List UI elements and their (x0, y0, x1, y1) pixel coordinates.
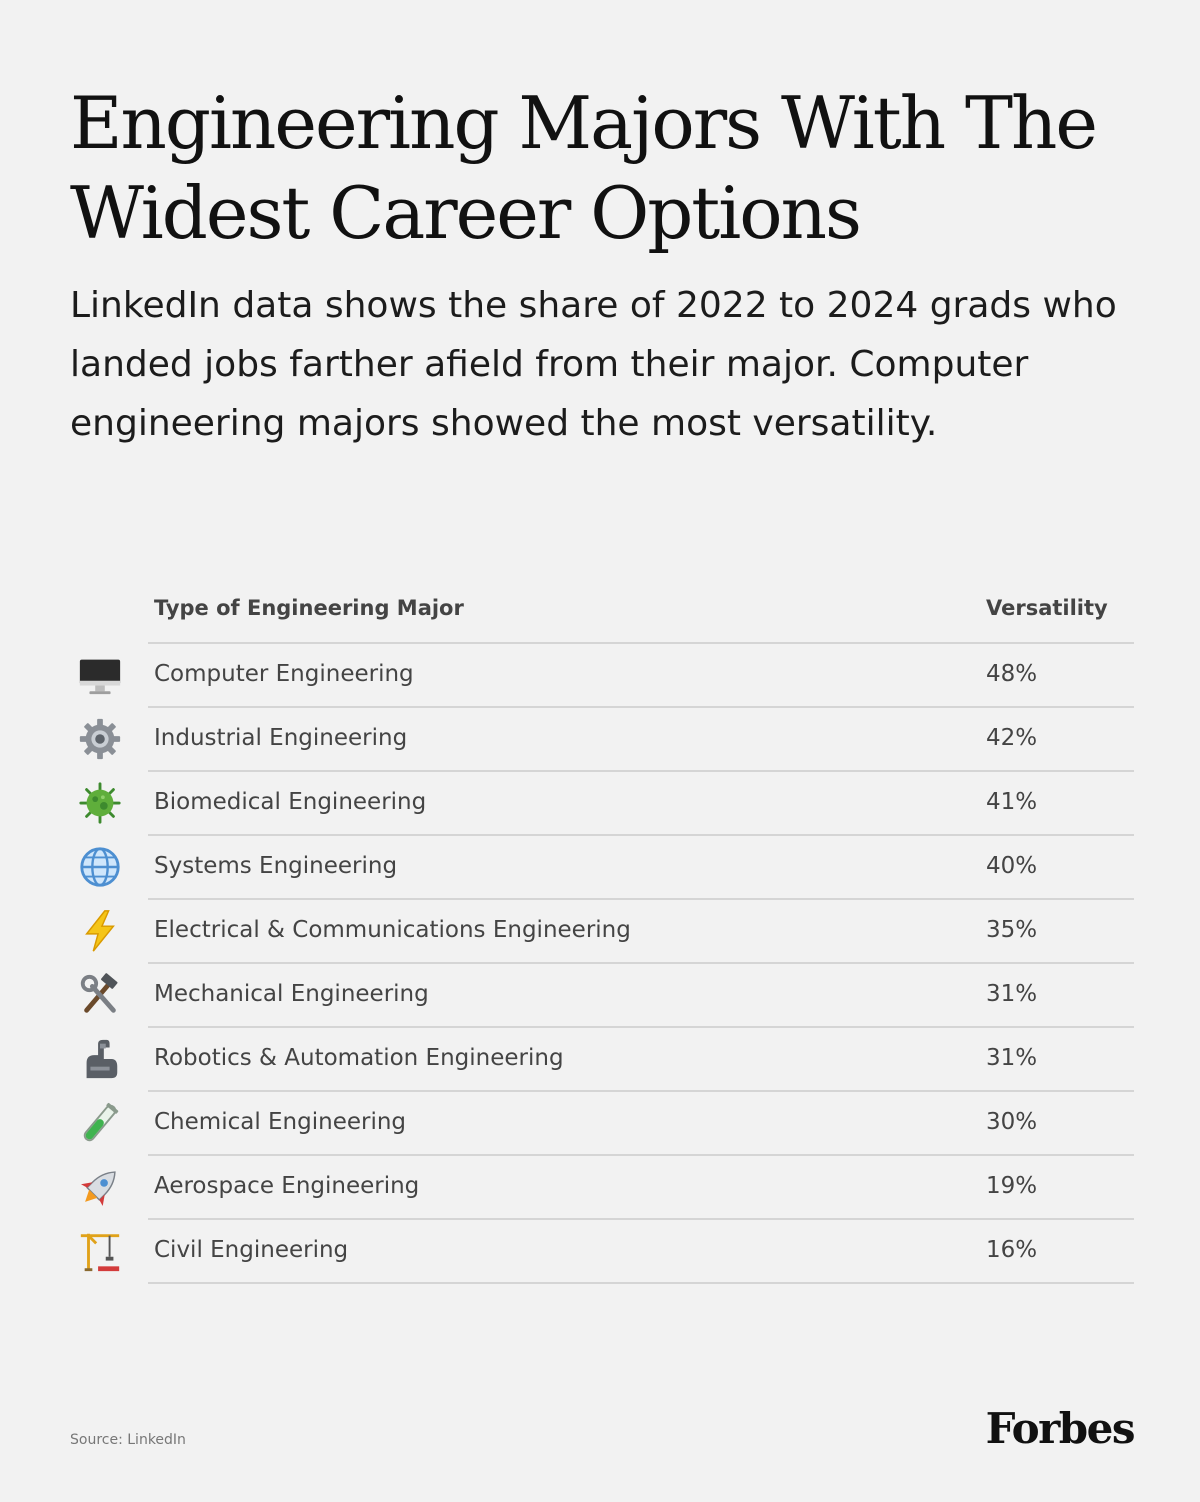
microbe-icon (70, 772, 130, 834)
source-note: Source: LinkedIn (70, 1432, 186, 1448)
rocket-icon (70, 1156, 130, 1218)
lightning-icon (70, 900, 130, 962)
versatility-value: 30% (986, 1109, 1038, 1135)
chart-subtitle: LinkedIn data shows the share of 2022 to… (70, 285, 1117, 444)
test-tube-icon (70, 1092, 130, 1154)
hammer-wrench-icon (70, 964, 130, 1026)
table-row: Mechanical Engineering 31% (80, 964, 1134, 1028)
versatility-value: 16% (986, 1237, 1038, 1263)
major-name: Robotics & Automation Engineering (154, 1045, 564, 1071)
column-header-versatility: Versatility (986, 596, 1108, 620)
table-row: Civil Engineering 16% (80, 1220, 1134, 1284)
versatility-value: 35% (986, 917, 1038, 943)
major-name: Aerospace Engineering (154, 1173, 420, 1199)
table-row: Electrical & Communications Engineering 3… (85, 900, 1134, 964)
major-name: Chemical Engineering (154, 1109, 407, 1135)
gear-icon (70, 708, 130, 770)
versatility-value: 41% (986, 789, 1038, 815)
mechanical-arm-icon (70, 1028, 130, 1090)
major-name: Computer Engineering (154, 661, 414, 687)
globe-icon (70, 836, 130, 898)
versatility-value: 40% (986, 853, 1038, 879)
major-name: Civil Engineering (154, 1237, 349, 1263)
table-row: Chemical Engineering 30% (83, 1092, 1134, 1156)
table-row: Biomedical Engineering 41% (79, 772, 1134, 836)
table-row: Aerospace Engineering 19% (81, 1156, 1134, 1220)
table-row: Computer Engineering 48% (79, 644, 1134, 708)
major-name: Systems Engineering (154, 853, 398, 879)
major-name: Electrical & Communications Engineering (154, 917, 631, 943)
column-header-major: Type of Engineering Major (154, 596, 464, 620)
major-name: Mechanical Engineering (154, 981, 429, 1007)
major-name: Industrial Engineering (154, 725, 408, 751)
table-row: Industrial Engineering 42% (79, 708, 1134, 772)
crane-icon (70, 1220, 130, 1282)
table-row: Robotics & Automation Engineering 31% (86, 1028, 1134, 1092)
versatility-value: 31% (986, 1045, 1038, 1071)
versatility-value: 48% (986, 661, 1038, 687)
table-body: Computer Engineering 48% Industrial Engine… (70, 644, 1134, 1284)
major-name: Biomedical Engineering (154, 789, 427, 815)
versatility-value: 42% (986, 725, 1038, 751)
versatility-table: Type of Engineering Major Versatility Co… (70, 584, 1134, 1284)
table-header: Type of Engineering Major Versatility (148, 584, 1134, 644)
versatility-value: 19% (986, 1173, 1038, 1199)
computer-icon (70, 644, 130, 706)
forbes-logo: Forbes (985, 1404, 1136, 1453)
versatility-value: 31% (986, 981, 1038, 1007)
table-row: Systems Engineering 40% (80, 836, 1134, 900)
chart-title: Engineering Majors With The Widest Caree… (70, 81, 1098, 255)
